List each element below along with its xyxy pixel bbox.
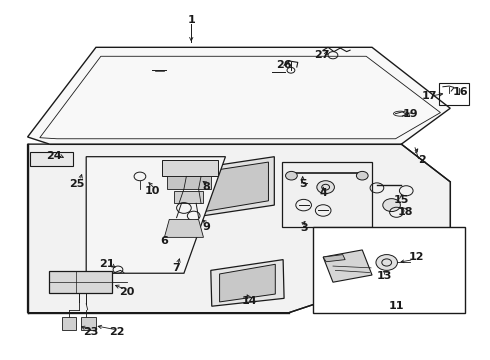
Polygon shape bbox=[282, 162, 372, 226]
Polygon shape bbox=[167, 176, 211, 189]
Bar bbox=[81, 318, 96, 330]
Polygon shape bbox=[323, 250, 372, 282]
Text: 16: 16 bbox=[453, 87, 469, 97]
Text: 27: 27 bbox=[315, 50, 330, 60]
Polygon shape bbox=[220, 264, 275, 302]
Text: 7: 7 bbox=[172, 263, 180, 273]
Polygon shape bbox=[162, 160, 218, 176]
Circle shape bbox=[317, 181, 334, 194]
Polygon shape bbox=[174, 162, 269, 217]
Text: 22: 22 bbox=[109, 327, 125, 337]
Text: 25: 25 bbox=[69, 179, 84, 189]
Text: 20: 20 bbox=[119, 287, 134, 297]
Text: 11: 11 bbox=[389, 301, 404, 311]
Text: 24: 24 bbox=[46, 151, 61, 161]
Circle shape bbox=[383, 199, 400, 212]
Text: 13: 13 bbox=[377, 271, 392, 281]
Polygon shape bbox=[211, 260, 284, 306]
Bar bbox=[440, 83, 469, 105]
Text: 1: 1 bbox=[187, 15, 195, 26]
Text: 23: 23 bbox=[83, 327, 99, 337]
Text: 21: 21 bbox=[99, 259, 115, 269]
Bar bbox=[314, 226, 465, 313]
Polygon shape bbox=[27, 144, 450, 313]
Text: 2: 2 bbox=[418, 155, 426, 165]
Text: 12: 12 bbox=[408, 252, 424, 262]
Polygon shape bbox=[27, 47, 450, 144]
Text: 15: 15 bbox=[393, 195, 409, 205]
Text: 10: 10 bbox=[145, 186, 160, 196]
Polygon shape bbox=[167, 157, 274, 221]
Polygon shape bbox=[323, 255, 345, 262]
Polygon shape bbox=[164, 220, 203, 237]
Circle shape bbox=[376, 255, 397, 270]
Bar bbox=[271, 71, 286, 75]
Bar bbox=[49, 271, 112, 293]
Text: 26: 26 bbox=[276, 60, 292, 70]
Circle shape bbox=[286, 171, 297, 180]
Text: 5: 5 bbox=[299, 179, 306, 189]
Polygon shape bbox=[174, 191, 203, 203]
Circle shape bbox=[356, 171, 368, 180]
Text: 17: 17 bbox=[422, 91, 438, 101]
Polygon shape bbox=[30, 152, 73, 166]
Text: 8: 8 bbox=[202, 182, 210, 192]
Text: 3: 3 bbox=[300, 224, 307, 233]
Text: 6: 6 bbox=[160, 236, 169, 246]
Text: 18: 18 bbox=[397, 207, 413, 217]
Text: 4: 4 bbox=[319, 188, 327, 198]
Text: 14: 14 bbox=[242, 296, 258, 306]
Text: 9: 9 bbox=[202, 222, 210, 231]
Text: 19: 19 bbox=[402, 109, 418, 119]
Bar bbox=[62, 318, 76, 330]
Polygon shape bbox=[86, 157, 225, 273]
Bar bbox=[152, 68, 167, 72]
